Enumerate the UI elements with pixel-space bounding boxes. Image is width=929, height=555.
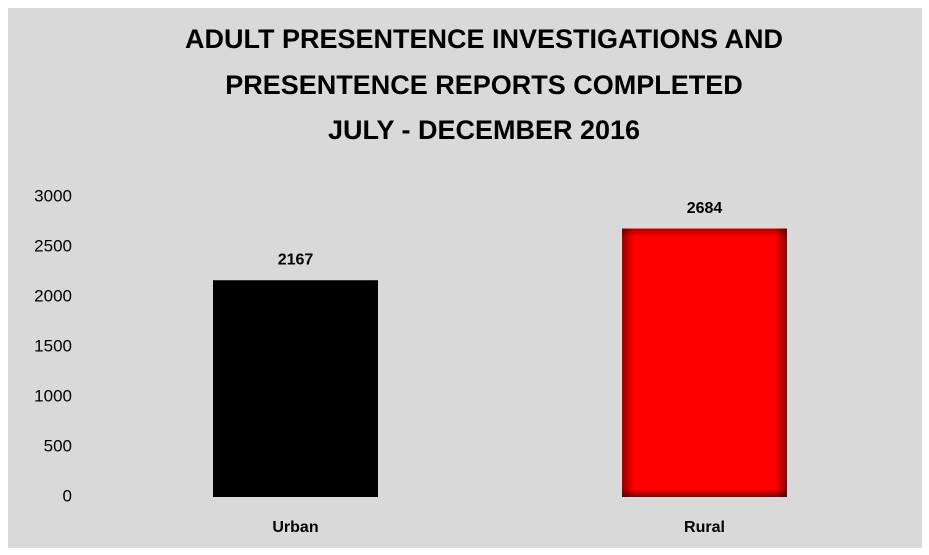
y-tick-label: 2000 (34, 286, 72, 305)
bar-bevel (622, 228, 787, 497)
y-tick-label: 1000 (34, 386, 72, 405)
y-tick-label: 2500 (34, 236, 72, 255)
x-tick-label: Urban (272, 519, 318, 536)
x-tick-label: Rural (684, 519, 725, 536)
chart-title: PRESENTENCE REPORTS COMPLETED (225, 70, 743, 100)
bar-bevel (213, 280, 378, 497)
y-tick-label: 500 (44, 436, 72, 455)
chart-title: JULY - DECEMBER 2016 (328, 115, 640, 145)
y-tick-label: 0 (63, 486, 72, 505)
data-label: 2684 (687, 200, 723, 217)
chart-title: ADULT PRESENTENCE INVESTIGATIONS AND (185, 24, 783, 54)
y-tick-label: 1500 (34, 336, 72, 355)
y-tick-label: 3000 (34, 186, 72, 205)
data-label: 2167 (278, 252, 314, 269)
